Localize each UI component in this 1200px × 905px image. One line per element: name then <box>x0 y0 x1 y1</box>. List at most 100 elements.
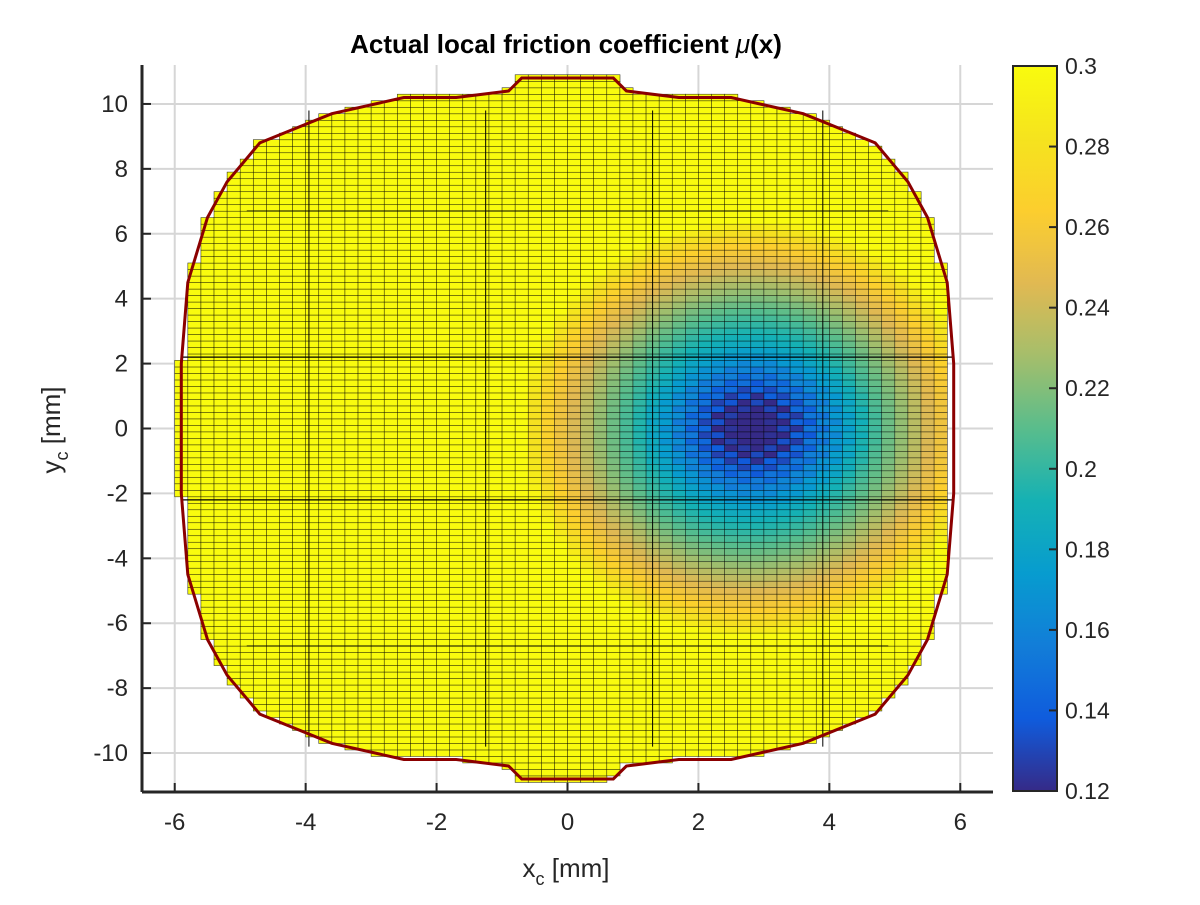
heatmap-cell <box>751 386 764 393</box>
heatmap-cell <box>358 698 371 705</box>
heatmap-cell <box>541 231 554 238</box>
heatmap-cell <box>685 373 698 380</box>
heatmap-cell <box>293 263 306 270</box>
heatmap-cell <box>581 198 594 205</box>
heatmap-cell <box>568 516 581 523</box>
heatmap-cell <box>528 360 541 367</box>
heatmap-cell <box>423 743 436 750</box>
heatmap-cell <box>554 94 567 101</box>
heatmap-cell <box>515 231 528 238</box>
heatmap-cell <box>345 386 358 393</box>
heatmap-cell <box>633 172 646 179</box>
heatmap-cell <box>594 588 607 595</box>
heatmap-cell <box>450 295 463 302</box>
heatmap-cell <box>266 704 279 711</box>
heatmap-cell <box>437 562 450 569</box>
heatmap-cell <box>279 198 292 205</box>
heatmap-cell <box>502 380 515 387</box>
heatmap-cell <box>581 711 594 718</box>
heatmap-cell <box>332 185 345 192</box>
heatmap-cell <box>738 601 751 608</box>
heatmap-cell <box>541 153 554 160</box>
heatmap-cell <box>594 704 607 711</box>
heatmap-cell <box>581 750 594 757</box>
heatmap-cell <box>293 302 306 309</box>
heatmap-cell <box>829 477 842 484</box>
heatmap-cell <box>371 373 384 380</box>
heatmap-cell <box>829 626 842 633</box>
heatmap-cell <box>240 373 253 380</box>
heatmap-cell <box>345 256 358 263</box>
heatmap-cell <box>423 730 436 737</box>
heatmap-cell <box>384 737 397 744</box>
heatmap-cell <box>607 308 620 315</box>
heatmap-cell <box>437 140 450 147</box>
heatmap-cell <box>437 159 450 166</box>
heatmap-cell <box>554 737 567 744</box>
heatmap-cell <box>371 334 384 341</box>
heatmap-cell <box>633 626 646 633</box>
heatmap-cell <box>581 594 594 601</box>
heatmap-cell <box>253 523 266 530</box>
heatmap-cell <box>266 295 279 302</box>
heatmap-cell <box>685 334 698 341</box>
heatmap-cell <box>293 269 306 276</box>
heatmap-cell <box>790 516 803 523</box>
heatmap-cell <box>790 367 803 374</box>
heatmap-cell <box>489 471 502 478</box>
heatmap-cell <box>515 244 528 251</box>
heatmap-cell <box>594 451 607 458</box>
heatmap-cell <box>751 646 764 653</box>
heatmap-cell <box>306 607 319 614</box>
heatmap-cell <box>777 678 790 685</box>
heatmap-cell <box>620 704 633 711</box>
heatmap-cell <box>541 192 554 199</box>
heatmap-cell <box>620 166 633 173</box>
heatmap-cell <box>306 691 319 698</box>
heatmap-cell <box>463 717 476 724</box>
heatmap-cell <box>345 536 358 543</box>
heatmap-cell <box>790 120 803 127</box>
heatmap-cell <box>227 192 240 199</box>
heatmap-cell <box>358 555 371 562</box>
heatmap-cell <box>659 334 672 341</box>
heatmap-cell <box>672 691 685 698</box>
heatmap-cell <box>253 211 266 218</box>
heatmap-cell <box>489 179 502 186</box>
heatmap-cell <box>554 386 567 393</box>
heatmap-cell <box>685 205 698 212</box>
heatmap-cell <box>764 477 777 484</box>
heatmap-cell <box>397 432 410 439</box>
heatmap-cell <box>842 575 855 582</box>
heatmap-cell <box>738 328 751 335</box>
heatmap-cell <box>502 192 515 199</box>
heatmap-cell <box>528 250 541 257</box>
heatmap-cell <box>397 698 410 705</box>
heatmap-cell <box>410 672 423 679</box>
heatmap-cell <box>515 399 528 406</box>
heatmap-cell <box>751 360 764 367</box>
heatmap-cell <box>829 568 842 575</box>
heatmap-cell <box>659 133 672 140</box>
heatmap-cell <box>633 380 646 387</box>
heatmap-cell <box>554 334 567 341</box>
heatmap-cell <box>384 588 397 595</box>
heatmap-cell <box>345 614 358 621</box>
heatmap-cell <box>253 601 266 608</box>
heatmap-cell <box>476 276 489 283</box>
heatmap-cell <box>293 652 306 659</box>
heatmap-cell <box>266 347 279 354</box>
heatmap-cell <box>476 360 489 367</box>
heatmap-cell <box>358 568 371 575</box>
heatmap-cell <box>777 360 790 367</box>
heatmap-cell <box>698 360 711 367</box>
heatmap-cell <box>358 484 371 491</box>
heatmap-cell <box>437 205 450 212</box>
heatmap-cell <box>201 302 214 309</box>
heatmap-cell <box>227 451 240 458</box>
heatmap-cell <box>620 652 633 659</box>
heatmap-cell <box>764 419 777 426</box>
heatmap-cell <box>725 607 738 614</box>
heatmap-cell <box>777 153 790 160</box>
heatmap-cell <box>685 503 698 510</box>
